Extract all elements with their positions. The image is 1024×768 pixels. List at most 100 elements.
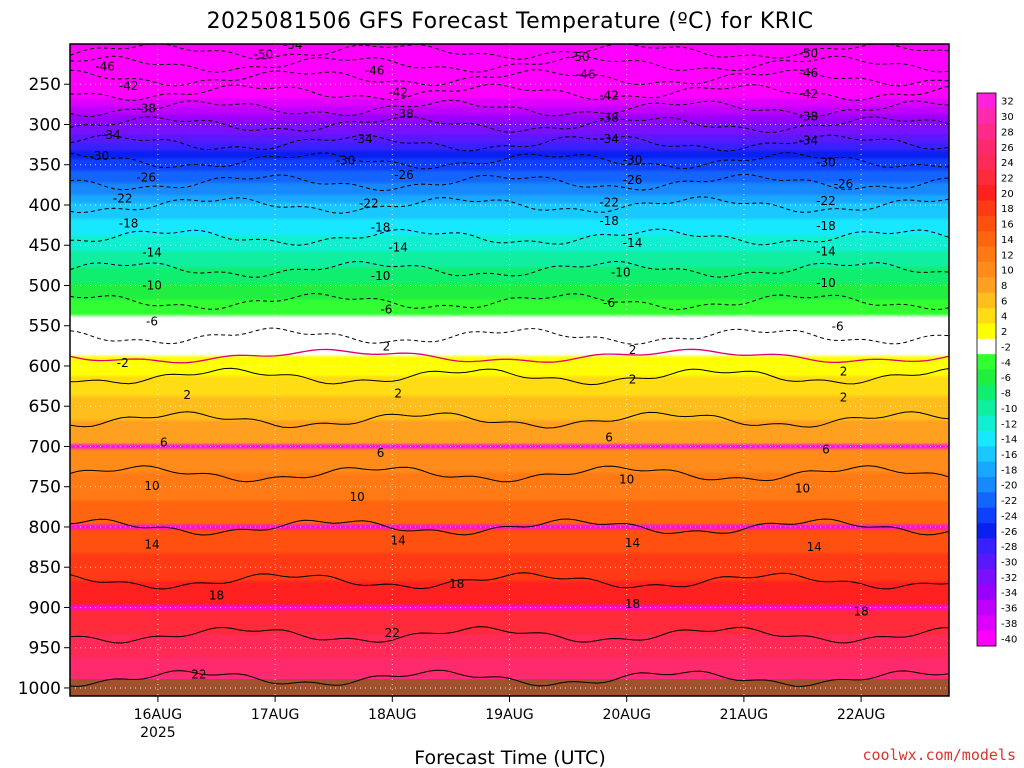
colorbar-swatch <box>977 584 996 601</box>
contour-line <box>70 626 949 644</box>
watermark: coolwx.com/models <box>862 746 1016 764</box>
contour-line <box>70 293 949 311</box>
colorbar-label: -4 <box>1001 358 1011 369</box>
contour-label: -38 <box>394 107 414 121</box>
colorbar-label: 30 <box>1001 112 1014 123</box>
contour-label: 6 <box>822 443 830 457</box>
colorbar-label: -40 <box>1001 634 1017 645</box>
contour-line <box>70 367 949 386</box>
contour-line <box>70 260 949 278</box>
contour-label: 14 <box>144 538 159 552</box>
colorbar-label: 22 <box>1001 173 1014 184</box>
colorbar-swatch <box>977 553 996 570</box>
colorbar-label: -36 <box>1001 604 1017 615</box>
contour-label: -14 <box>623 236 643 250</box>
contour-label: -2 <box>117 356 129 370</box>
colorbar-swatch <box>977 538 996 555</box>
contour-label: 10 <box>619 472 634 486</box>
contour-line <box>70 465 949 483</box>
contour-label: 14 <box>625 536 640 550</box>
colorbar-label: 16 <box>1001 220 1014 231</box>
contour-line <box>70 327 949 345</box>
colorbar-swatch <box>977 169 996 186</box>
contour-label: -54 <box>283 38 303 52</box>
contour-label: 10 <box>144 479 159 493</box>
contour-label: -50 <box>254 47 274 61</box>
colorbar-label: 14 <box>1001 235 1014 246</box>
colorbar-swatch <box>977 139 996 155</box>
colorbar-swatch <box>977 200 996 217</box>
contour-label: -38 <box>799 109 819 123</box>
colorbar-label: -20 <box>1001 481 1017 492</box>
contour-label: -14 <box>142 245 162 259</box>
contour-label: 6 <box>377 446 385 460</box>
contour-label: -14 <box>816 245 836 259</box>
contour-label: -26 <box>394 168 414 182</box>
contour-label: 22 <box>191 667 206 681</box>
contour-label: -6 <box>603 296 615 310</box>
contour-line <box>70 228 949 246</box>
colorbar-label: 32 <box>1001 97 1014 108</box>
contour-label: -10 <box>371 269 391 283</box>
colorbar-label: -24 <box>1001 511 1017 522</box>
contour-line <box>70 99 949 118</box>
contour-line <box>70 69 949 87</box>
x-tick-label: 18AUG <box>368 707 417 723</box>
x-tick-label: 20AUG <box>602 707 651 723</box>
plot-area: -54-50 -50 -50-46 -46 -46 -46-42 -42 -42 -42-38-… <box>70 38 949 696</box>
contour-line <box>70 152 949 170</box>
colorbar-swatch <box>977 338 996 355</box>
x-tick-year: 2025 <box>140 725 176 741</box>
colorbar-swatch <box>977 630 996 647</box>
contour-label: -50 <box>570 50 590 64</box>
contour-label: 14 <box>807 540 822 554</box>
y-tick-label: 850 <box>29 558 61 578</box>
colorbar-label: 28 <box>1001 127 1014 138</box>
colorbar-swatch <box>977 615 996 632</box>
colorbar-label: -28 <box>1001 542 1017 553</box>
colorbar-label: -10 <box>1001 404 1017 415</box>
contour-label: -18 <box>599 214 619 228</box>
contour-label: -6 <box>146 315 158 329</box>
contour-label: -34 <box>101 128 121 142</box>
y-tick-label: 750 <box>29 478 61 498</box>
colorbar-swatch <box>977 569 996 586</box>
contour-label: -34 <box>599 132 619 146</box>
colorbar-swatch <box>977 446 996 463</box>
colorbar-label: -34 <box>1001 588 1017 599</box>
contour-lines <box>70 44 949 687</box>
contour-label: 6 <box>605 431 613 445</box>
contour-label: -22 <box>359 196 379 210</box>
contour-label: -10 <box>816 276 836 290</box>
contour-line <box>70 518 949 536</box>
colorbar-swatch <box>977 154 996 171</box>
colorbar-swatch <box>977 108 996 125</box>
colorbar-swatch <box>977 323 996 340</box>
x-axis-label: Forecast Time (UTC) <box>414 747 605 768</box>
contour-label: 18 <box>625 597 640 611</box>
y-tick-label: 500 <box>29 276 61 296</box>
contour-label: -22 <box>113 192 133 206</box>
colorbar-swatch <box>977 308 996 324</box>
contour-label: 22 <box>385 626 400 640</box>
colorbar-label: -12 <box>1001 419 1017 430</box>
contour-line <box>70 44 949 60</box>
colorbar-swatch <box>977 430 996 447</box>
contour-label: -46 <box>365 64 385 78</box>
contour-label: 2 <box>383 340 391 354</box>
y-tick-label: 700 <box>29 437 61 457</box>
colorbar-label: 26 <box>1001 143 1014 154</box>
grid-lines <box>70 44 949 696</box>
colorbar-label: 6 <box>1001 296 1007 307</box>
contour-label: -30 <box>816 155 836 169</box>
y-tick-label: 550 <box>29 317 61 337</box>
contour-label: 2 <box>394 386 402 400</box>
colorbar-swatch <box>977 292 996 309</box>
colorbar-swatch <box>977 246 996 263</box>
contour-label: -6 <box>832 320 844 334</box>
colorbar-swatch <box>977 400 996 417</box>
contour-label: 10 <box>349 490 364 504</box>
contour-label: -10 <box>142 278 162 292</box>
contour-label: 18 <box>449 577 464 591</box>
contour-label: -34 <box>353 132 373 146</box>
